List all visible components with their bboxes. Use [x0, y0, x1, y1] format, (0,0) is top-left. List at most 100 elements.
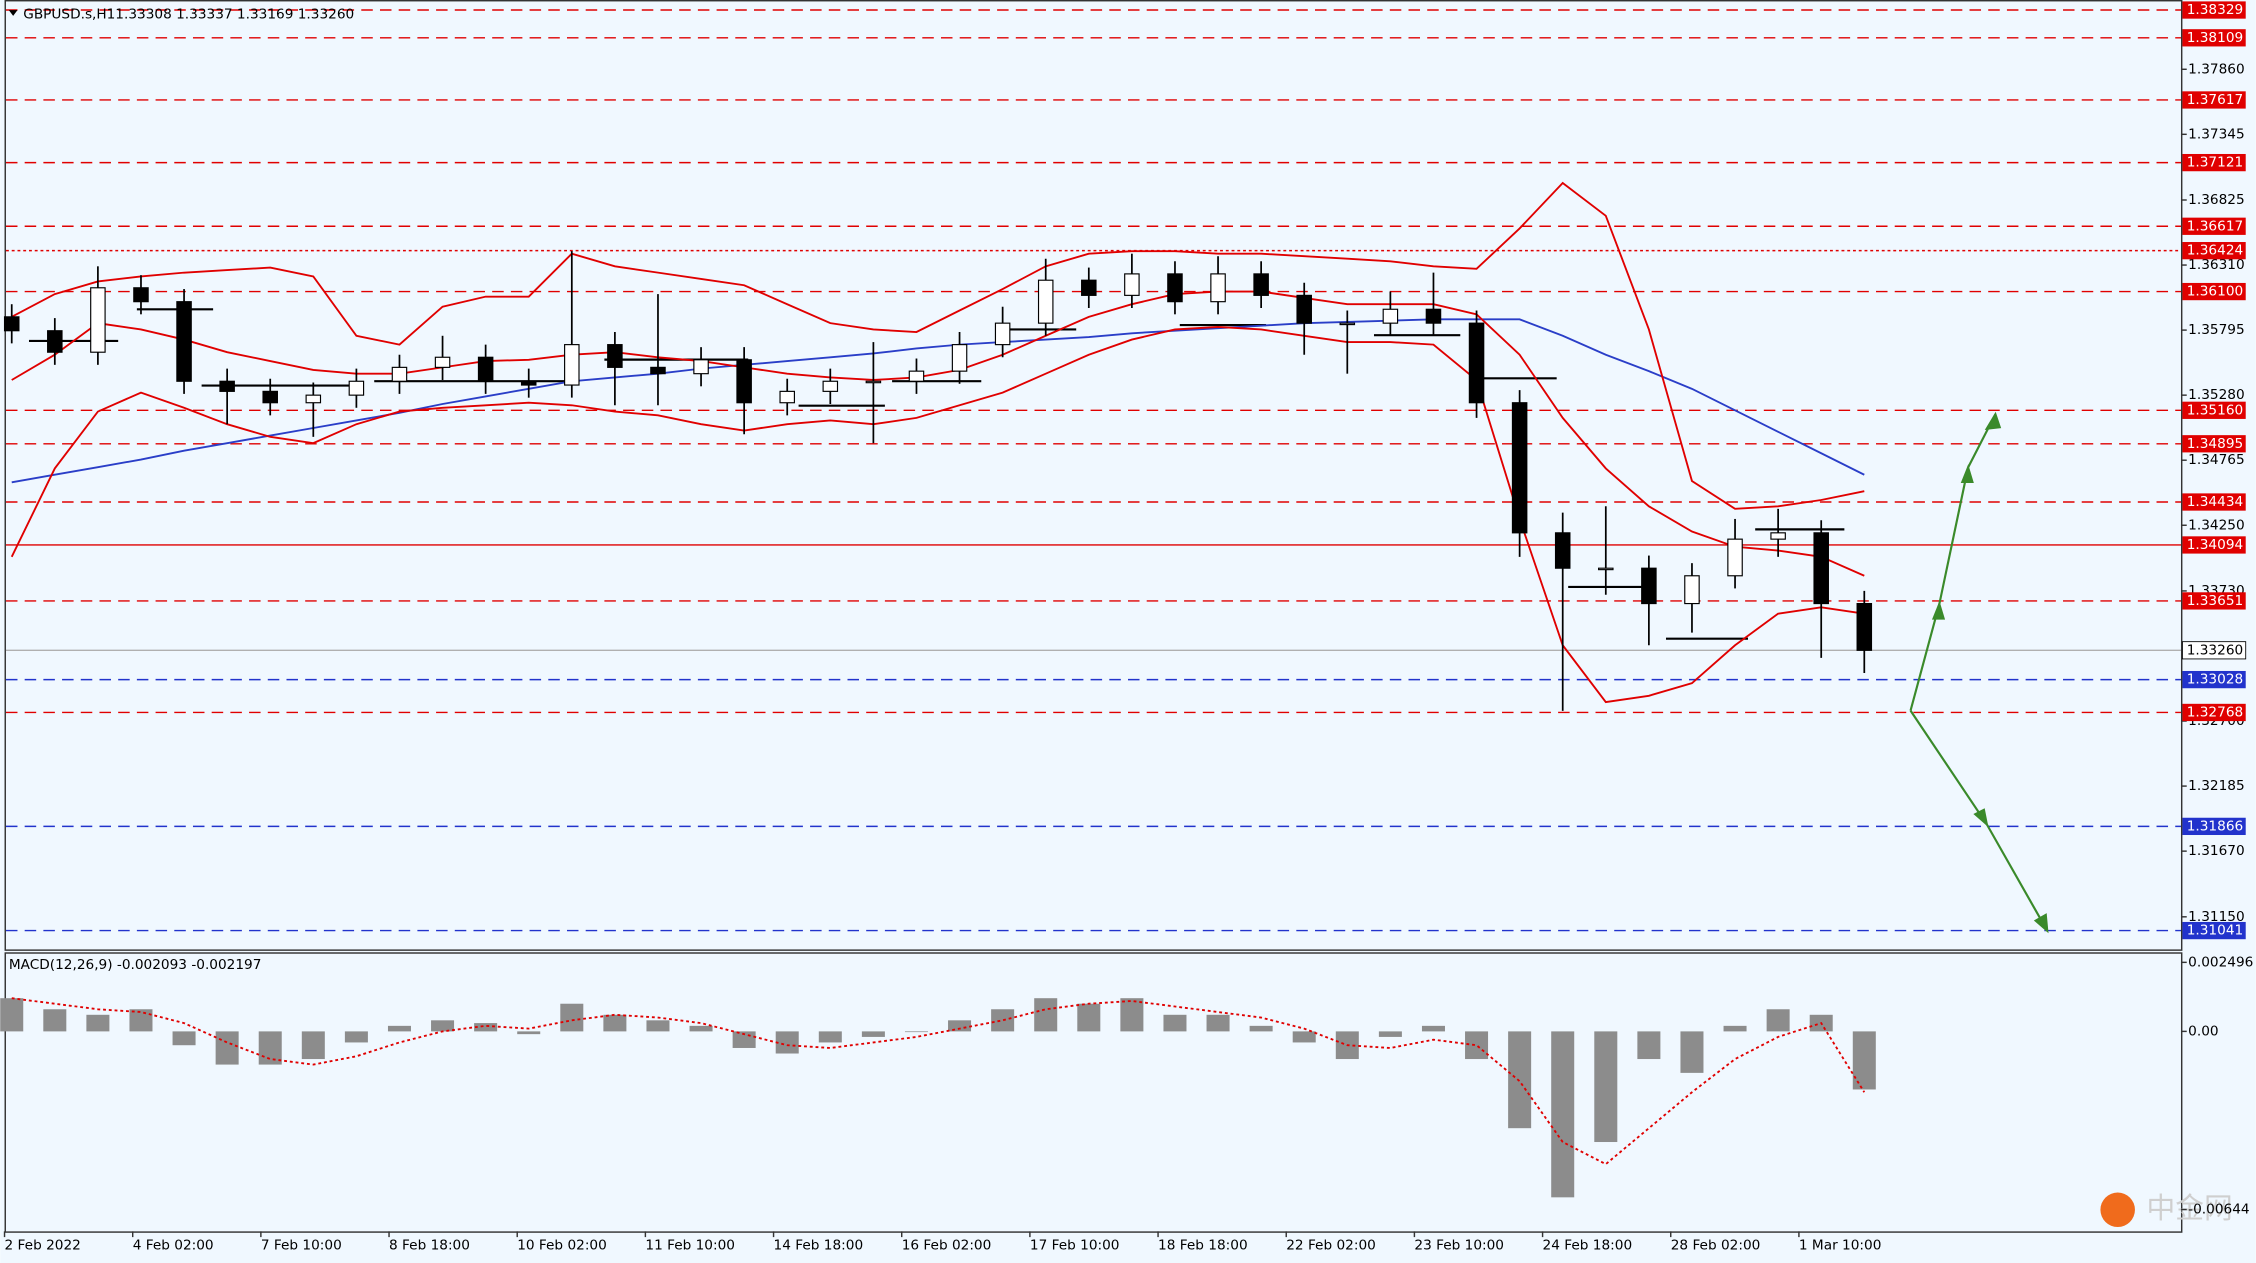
- candle-body: [607, 344, 623, 368]
- level-box: [2182, 217, 2246, 235]
- candle-body: [1468, 322, 1485, 404]
- macd-tick-label: 0.002496: [2188, 954, 2253, 970]
- candle-body: [1167, 273, 1183, 303]
- y-tick-label: 1.31150: [2188, 909, 2244, 925]
- candle-body: [1425, 308, 1442, 324]
- macd-bar: [1163, 1014, 1187, 1032]
- level-label: 1.33651: [2187, 593, 2243, 609]
- macd-bar: [1637, 1031, 1661, 1060]
- macd-tick-label: 0.00: [2188, 1023, 2218, 1039]
- level-box: [2182, 670, 2246, 689]
- bollinger-band: [10, 326, 1865, 704]
- candle-body: [520, 380, 537, 386]
- x-tick-label: 11 Feb 10:00: [645, 1238, 735, 1254]
- x-tick-label: 7 Feb 10:00: [261, 1238, 342, 1254]
- level-label: 1.33260: [2187, 642, 2243, 658]
- candle-body: [822, 380, 839, 392]
- x-tick-label: 22 Feb 02:00: [1286, 1238, 1376, 1254]
- macd-bar: [1723, 1025, 1747, 1032]
- level-box: [2182, 703, 2246, 722]
- x-tick-label: 2 Feb 2022: [5, 1238, 81, 1254]
- candle-body: [1813, 532, 1829, 605]
- level-label: 1.36617: [2187, 218, 2243, 234]
- y-tick-label: 1.37345: [2188, 126, 2244, 142]
- candle-body: [434, 356, 451, 368]
- level-label: 1.36100: [2187, 284, 2243, 300]
- logo-icon: [2100, 1192, 2135, 1228]
- level-box: [2182, 493, 2246, 511]
- macd-bar: [948, 1020, 972, 1032]
- macd-bar: [258, 1031, 282, 1065]
- level-label: 1.34895: [2187, 436, 2243, 452]
- candle-body: [3, 316, 20, 332]
- macd-bar: [1292, 1031, 1316, 1043]
- y-tick-label: 1.34250: [2188, 517, 2244, 533]
- candle-body: [90, 287, 106, 353]
- level-label: 1.31866: [2187, 818, 2243, 834]
- candle-body: [865, 380, 882, 384]
- x-tick-label: 17 Feb 10:00: [1030, 1238, 1120, 1254]
- candle-body: [477, 356, 494, 382]
- x-tick-label: 23 Feb 10:00: [1414, 1238, 1504, 1254]
- macd-bar: [689, 1025, 713, 1032]
- level-box: [2182, 921, 2246, 940]
- level-label: 1.34434: [2187, 494, 2243, 510]
- x-tick-label: 8 Feb 18:00: [389, 1238, 470, 1254]
- watermark: 中金网: [2146, 1191, 2232, 1225]
- macd-bar: [215, 1031, 239, 1065]
- y-tick-label: 1.34765: [2188, 452, 2244, 468]
- macd-bar: [1766, 1009, 1790, 1032]
- bollinger-band: [11, 290, 1865, 577]
- level-label: 1.36424: [2187, 243, 2243, 259]
- macd-bar: [646, 1020, 670, 1032]
- level-box: [2182, 29, 2246, 47]
- level-box: [2182, 435, 2246, 453]
- macd-bar: [344, 1031, 368, 1043]
- level-label: 1.37617: [2187, 92, 2243, 108]
- x-tick-label: 16 Feb 02:00: [902, 1238, 992, 1254]
- candle-body: [1253, 273, 1269, 296]
- level-box: [2182, 817, 2246, 836]
- macd-bar: [474, 1023, 498, 1032]
- macd-title: MACD(12,26,9) -0.002093 -0.002197: [9, 957, 262, 973]
- level-label: 1.38329: [2187, 2, 2243, 18]
- macd-bar: [387, 1025, 411, 1032]
- macd-tick-label: -0.00644: [2188, 1202, 2249, 1218]
- candle-body: [1124, 273, 1140, 296]
- level-segments: [28, 308, 1845, 640]
- level-box: [2182, 1, 2246, 19]
- level-label: 1.34094: [2187, 537, 2243, 553]
- y-tick-label: 1.32185: [2188, 778, 2244, 794]
- candle-body: [994, 322, 1011, 346]
- macd-bar: [775, 1031, 799, 1054]
- level-box: [2181, 641, 2247, 660]
- macd-panel: [4, 952, 2183, 1233]
- x-tick-label: 18 Feb 18:00: [1158, 1238, 1248, 1254]
- levels: [5, 9, 2181, 932]
- candle-body: [1856, 602, 1873, 651]
- macd-bar: [1465, 1031, 1489, 1060]
- candle-body: [650, 366, 666, 375]
- macd-bar: [0, 998, 24, 1032]
- macd-bar: [1421, 1025, 1445, 1032]
- level-box: [2182, 153, 2246, 172]
- macd-bar: [1034, 998, 1058, 1032]
- macd-bar: [991, 1009, 1015, 1032]
- level-label: 1.33028: [2187, 672, 2243, 688]
- candle-body: [305, 394, 322, 404]
- macd-bar: [818, 1031, 842, 1043]
- macd-bar: [43, 1009, 67, 1032]
- candle-body: [564, 344, 580, 386]
- macd-bar: [1120, 998, 1144, 1032]
- y-tick-label: 1.36310: [2188, 257, 2244, 273]
- bollinger-band: [11, 181, 1865, 510]
- y-tick-label: 1.37860: [2188, 61, 2244, 77]
- level-box: [2182, 401, 2246, 419]
- forecast-arrows: [1909, 411, 2049, 934]
- macd-bar: [861, 1031, 885, 1037]
- y-tick-label: 1.35795: [2188, 322, 2244, 338]
- x-tick-label: 1 Mar 10:00: [1799, 1238, 1882, 1254]
- level-label: 1.31041: [2187, 923, 2243, 939]
